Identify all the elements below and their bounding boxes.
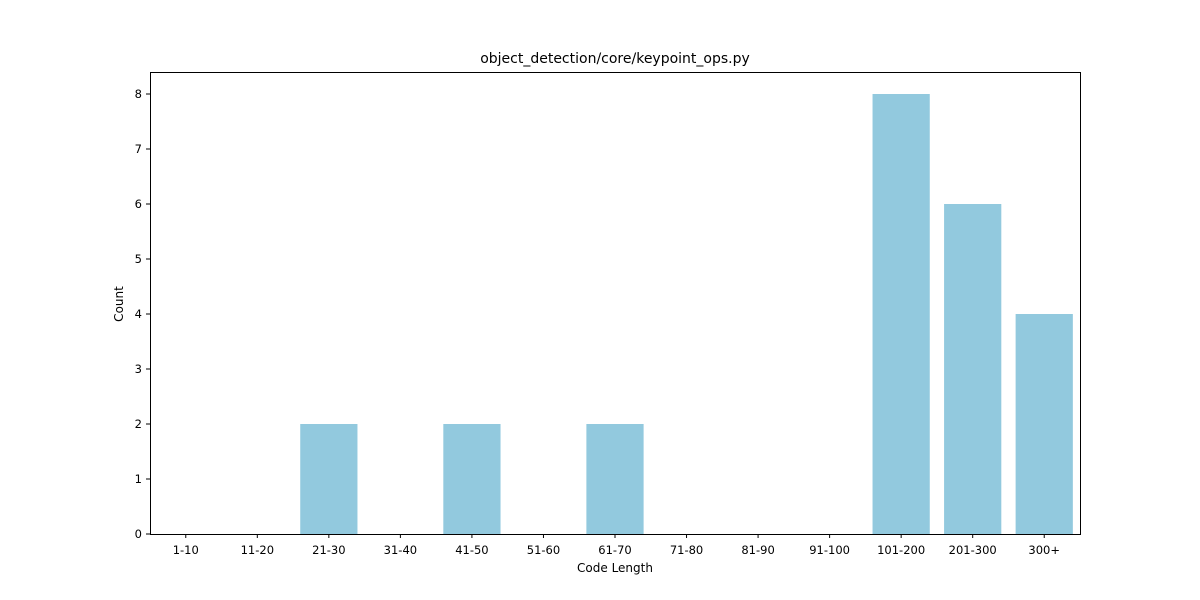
plot-frame (150, 72, 1081, 535)
bar-101-200 (872, 94, 930, 534)
x-tick-label: 71-80 (670, 543, 703, 557)
x-tick-label: 51-60 (527, 543, 560, 557)
y-tick-label: 5 (135, 252, 142, 266)
bar-300+ (1015, 314, 1073, 534)
x-tick-label: 101-200 (877, 543, 925, 557)
x-tick-label: 300+ (1028, 543, 1060, 557)
y-tick-label: 4 (135, 307, 142, 321)
x-tick-label: 41-50 (455, 543, 488, 557)
bars-group (300, 94, 1073, 534)
x-tick-label: 31-40 (384, 543, 417, 557)
y-tick-label: 1 (135, 472, 142, 486)
chart-title: object_detection/core/keypoint_ops.py (480, 51, 750, 67)
bar-21-30 (300, 424, 358, 534)
y-tick-label: 7 (135, 142, 142, 156)
y-axis-label: Count (112, 286, 126, 322)
x-tick-label: 91-100 (809, 543, 850, 557)
x-tick-label: 1-10 (173, 543, 199, 557)
y-tick-label: 8 (135, 87, 142, 101)
y-tick-label: 0 (135, 527, 142, 541)
bar-41-50 (443, 424, 501, 534)
x-tick-label: 61-70 (598, 543, 631, 557)
y-tick-label: 3 (135, 362, 142, 376)
x-tick-label: 201-300 (949, 543, 997, 557)
x-tick-label: 21-30 (312, 543, 345, 557)
y-tick-label: 6 (135, 197, 142, 211)
bar-61-70 (586, 424, 644, 534)
x-axis-label: Code Length (577, 561, 653, 575)
x-axis: 1-10 11-20 21-30 31-40 41-50 51-60 61-70 71-80 8… (173, 534, 1060, 557)
bar-201-300 (944, 204, 1002, 534)
y-axis: 0 1 2 3 4 5 6 7 8 (135, 87, 150, 541)
y-tick-label: 2 (135, 417, 142, 431)
x-tick-label: 81-90 (741, 543, 774, 557)
x-tick-label: 11-20 (241, 543, 274, 557)
